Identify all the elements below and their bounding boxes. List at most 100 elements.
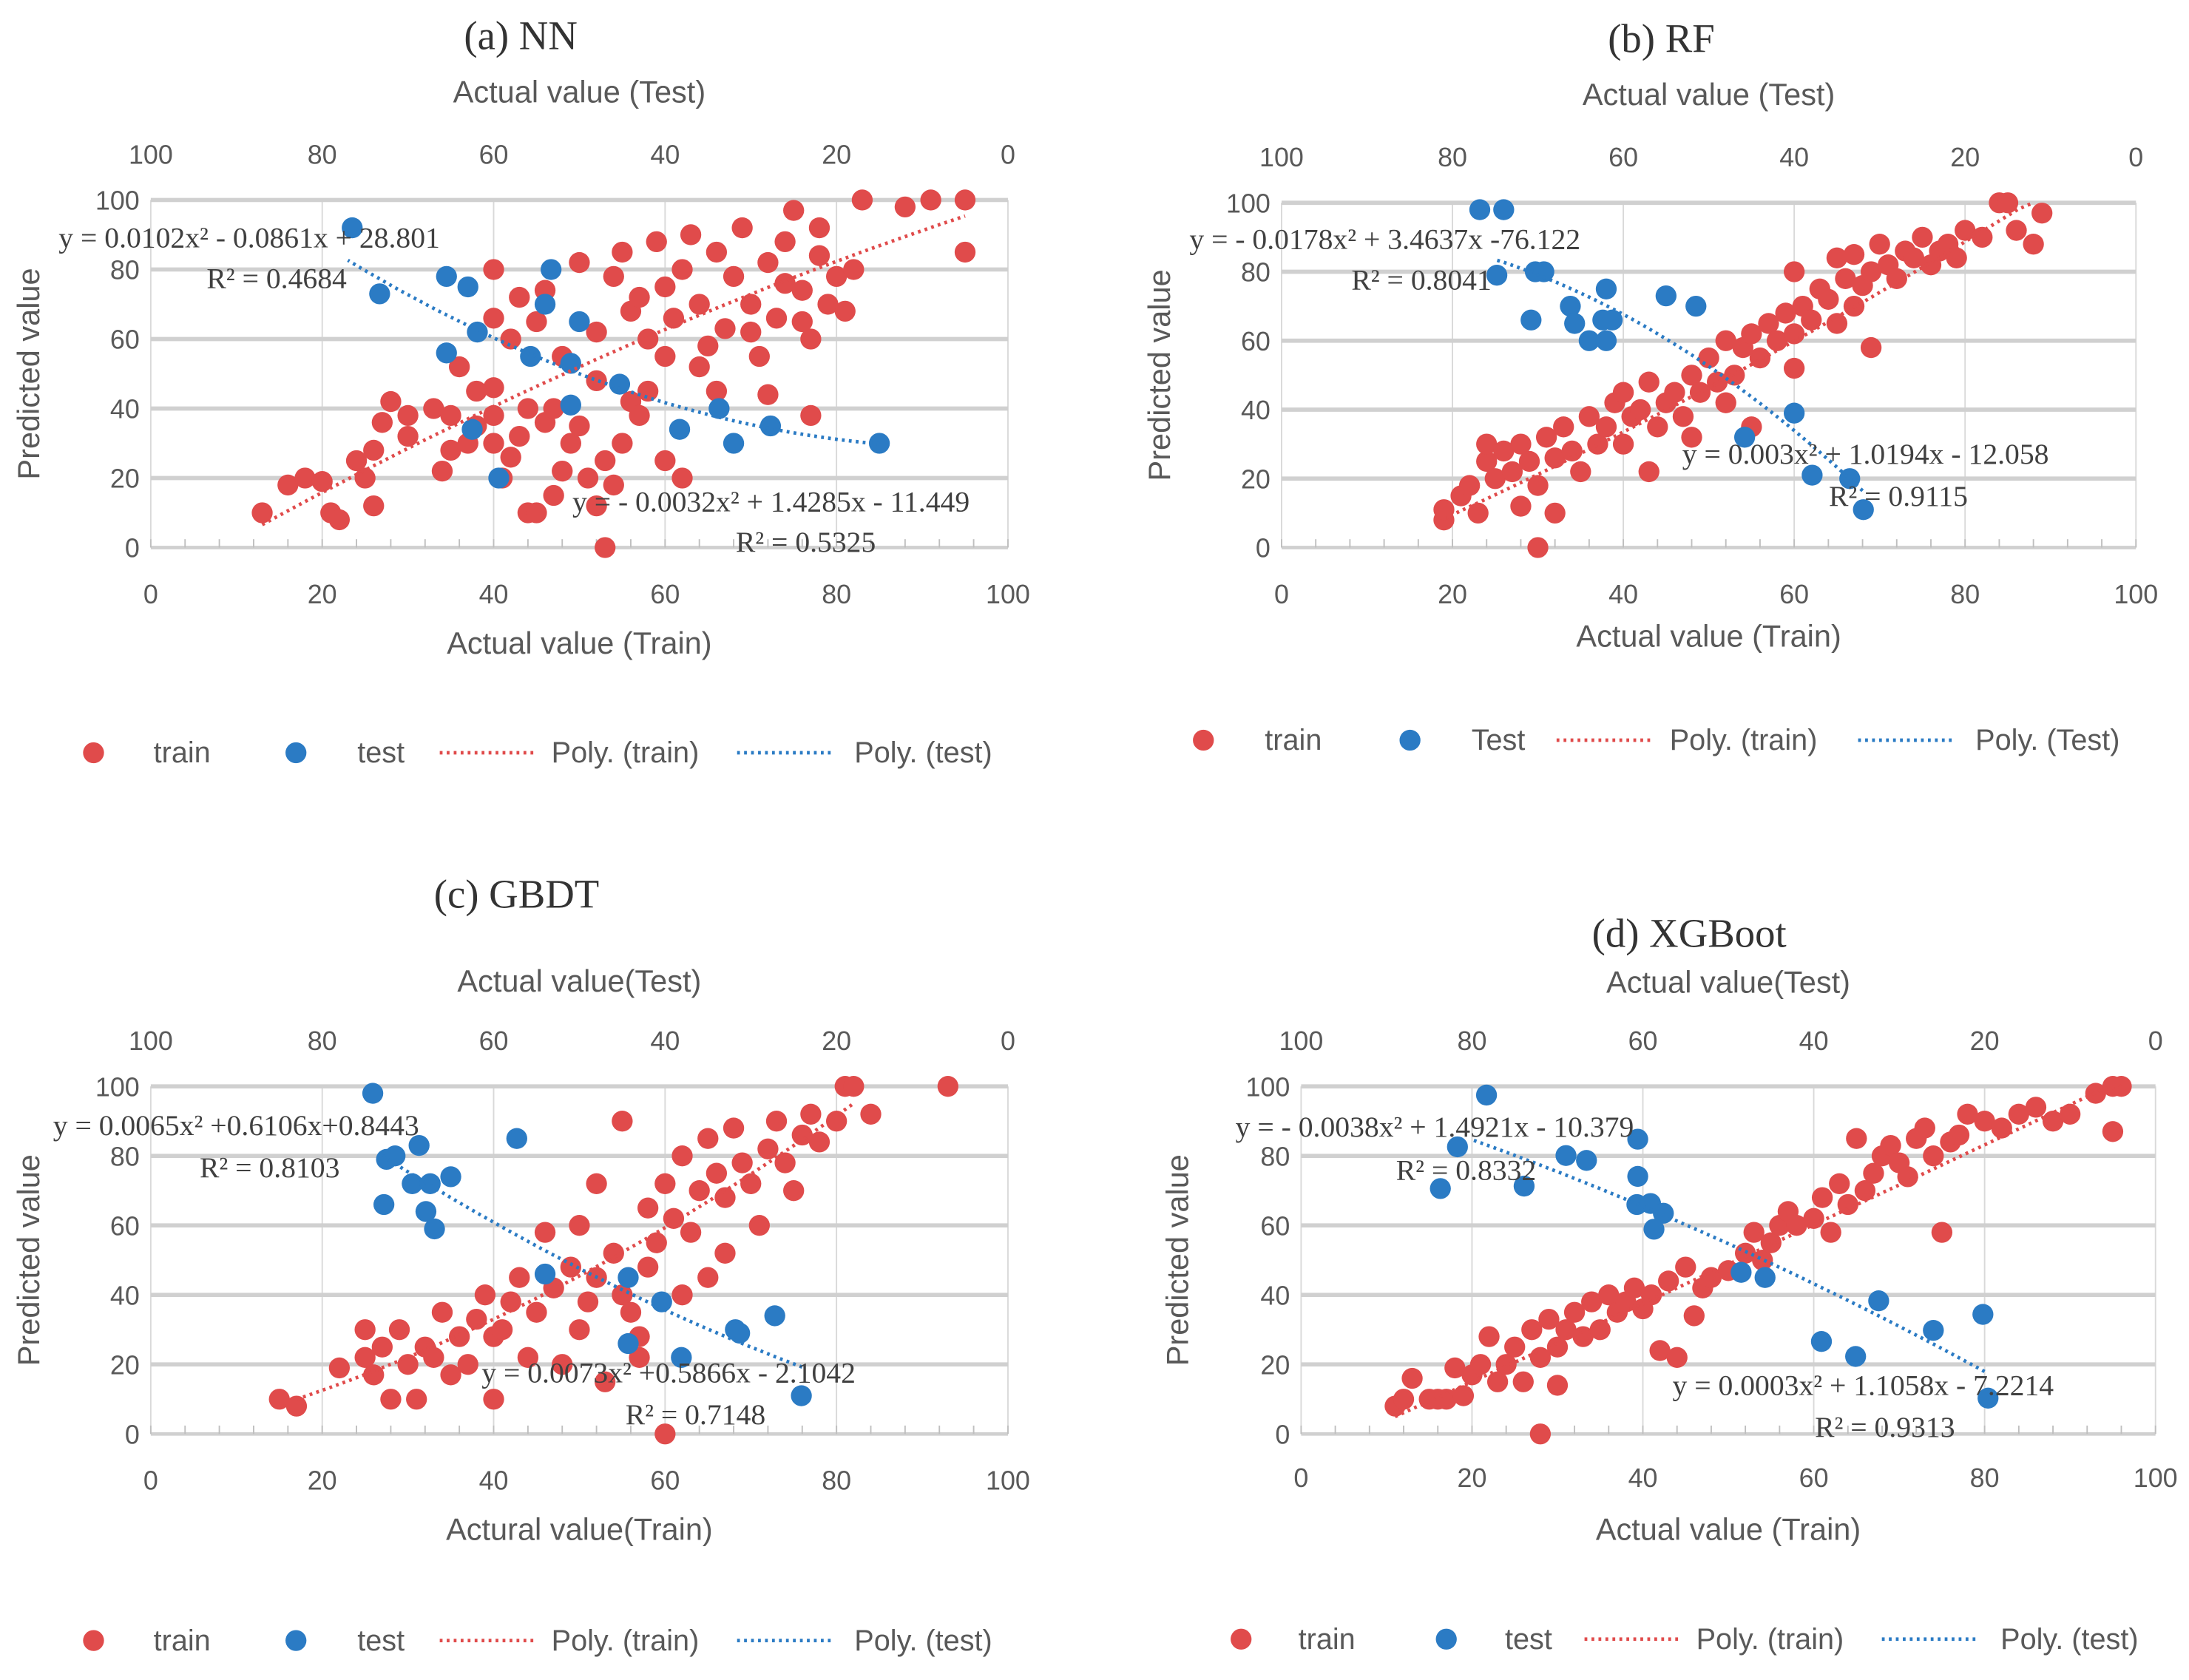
train-point — [268, 1389, 290, 1410]
y-axis-label: Predicted value — [11, 1154, 46, 1366]
train-point — [620, 1301, 642, 1323]
y-tick-label: 40 — [1241, 396, 1271, 425]
legend-train-trend-label: Poly. (train) — [552, 736, 700, 769]
top-x-tick-label: 100 — [129, 1026, 173, 1056]
train-point — [500, 328, 521, 350]
test-point — [708, 398, 730, 419]
top-x-tick-label: 20 — [1970, 1026, 2000, 1056]
test-point — [1555, 1145, 1577, 1166]
train-point — [277, 474, 299, 496]
train-point — [1955, 220, 1976, 241]
test-point — [560, 353, 581, 374]
test-point — [1627, 1128, 1648, 1150]
train-point — [697, 1267, 719, 1288]
x-tick-label: 0 — [143, 1466, 158, 1496]
x-tick-label: 40 — [479, 1466, 509, 1496]
y-tick-label: 60 — [1260, 1211, 1290, 1241]
train-point — [586, 1173, 607, 1194]
train-point — [1880, 1134, 1901, 1156]
test-trend-r2: R² = 0.8103 — [200, 1151, 339, 1184]
train-point — [440, 439, 461, 461]
train-point — [2111, 1076, 2132, 1097]
test-point — [1783, 402, 1805, 424]
train-point — [1715, 392, 1736, 413]
test-point — [1730, 1261, 1752, 1283]
test-point — [541, 259, 562, 280]
train-point — [1433, 499, 1455, 521]
legend-test-marker — [1435, 1628, 1457, 1650]
test-point — [534, 294, 556, 315]
legend-train-marker — [1231, 1628, 1252, 1650]
train-point — [1700, 1267, 1722, 1288]
y-tick-label: 40 — [110, 1281, 140, 1310]
train-point — [1555, 1319, 1577, 1341]
x-tick-label: 20 — [1438, 580, 1467, 609]
x-tick-label: 20 — [308, 580, 337, 609]
train-point — [1820, 1222, 1841, 1243]
top-x-axis-label: Actual value (Test) — [1583, 77, 1836, 112]
train-point — [431, 460, 453, 482]
train-point — [1698, 347, 1719, 369]
train-point — [663, 1208, 685, 1229]
train-point — [380, 390, 402, 413]
train-point — [311, 471, 333, 492]
test-point — [618, 1267, 639, 1288]
train-point — [1741, 323, 1762, 345]
train-point — [1486, 1371, 1509, 1392]
test-point — [534, 1263, 556, 1285]
top-x-tick-label: 100 — [129, 140, 173, 169]
y-tick-label: 20 — [1241, 464, 1271, 494]
legend-train-label: train — [154, 736, 211, 769]
train-point — [783, 1180, 805, 1202]
train-point — [466, 380, 487, 402]
train-point — [1493, 440, 1515, 462]
test-point — [1513, 1175, 1535, 1197]
train-point — [569, 415, 590, 437]
top-x-tick-label: 40 — [1799, 1026, 1829, 1056]
test-point — [1469, 199, 1491, 220]
train-point — [612, 1111, 633, 1132]
train-point — [440, 404, 461, 427]
train-point — [345, 450, 368, 472]
train-point — [1612, 382, 1634, 403]
train-point — [1931, 1222, 1953, 1243]
train-point — [1476, 433, 1498, 455]
train-point — [517, 1347, 539, 1368]
train-point — [586, 495, 607, 517]
train-point — [800, 1103, 822, 1125]
train-point — [860, 1103, 882, 1125]
train-point — [637, 328, 659, 350]
test-point — [1845, 1346, 1867, 1367]
train-point — [2008, 1103, 2030, 1125]
train-point — [1914, 1117, 1935, 1139]
train-point — [1521, 1319, 1543, 1341]
train-point — [954, 189, 976, 211]
train-point — [680, 224, 702, 245]
x-tick-label: 80 — [1970, 1463, 2000, 1493]
train-point — [1946, 247, 1967, 269]
train-point — [740, 321, 762, 343]
train-point — [637, 380, 659, 402]
top-x-axis-label: Actual value(Test) — [457, 963, 701, 998]
train-point — [1529, 1423, 1552, 1445]
train-point — [483, 433, 504, 454]
train-point — [569, 1319, 590, 1341]
train-point — [1467, 502, 1489, 524]
y-tick-label: 60 — [110, 1211, 140, 1241]
train-point — [586, 321, 607, 343]
train-point — [328, 1357, 351, 1379]
x-tick-label: 80 — [822, 1466, 851, 1496]
test-point — [723, 433, 745, 454]
train-point — [491, 1319, 513, 1341]
train-point — [1572, 1326, 1594, 1347]
x-tick-label: 80 — [822, 580, 851, 609]
test-point — [419, 1173, 441, 1194]
train-point — [1518, 450, 1540, 472]
train-trend-equation: y = 0.0073x² +0.5866x - 2.1042 — [481, 1356, 856, 1389]
train-point — [2085, 1083, 2106, 1104]
train-point — [629, 286, 650, 308]
test-point — [1810, 1331, 1833, 1352]
test-point — [1560, 295, 1581, 317]
train-point — [1997, 192, 2019, 214]
